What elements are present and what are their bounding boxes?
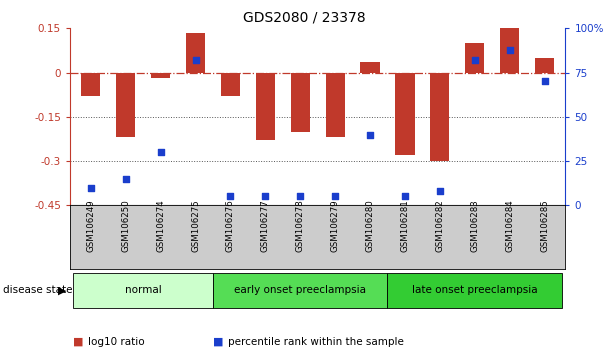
Point	[470, 57, 480, 63]
Text: log10 ratio: log10 ratio	[88, 337, 145, 347]
Text: GDS2080 / 23378: GDS2080 / 23378	[243, 11, 365, 25]
Bar	[387, 273, 562, 308]
Bar	[535, 58, 554, 73]
Bar	[291, 73, 310, 132]
Bar	[395, 73, 415, 155]
Point	[540, 79, 550, 84]
Point	[505, 47, 514, 52]
Bar	[116, 73, 136, 137]
Bar	[325, 73, 345, 137]
Point	[226, 194, 235, 199]
Text: ■: ■	[73, 337, 83, 347]
Point	[191, 57, 201, 63]
Point	[86, 185, 95, 190]
Bar	[186, 33, 205, 73]
Point	[400, 194, 410, 199]
Point	[330, 194, 340, 199]
Text: ■: ■	[213, 337, 223, 347]
Text: early onset preeclampsia: early onset preeclampsia	[234, 285, 366, 295]
Bar	[465, 43, 485, 73]
Bar	[81, 73, 100, 96]
Text: percentile rank within the sample: percentile rank within the sample	[228, 337, 404, 347]
Point	[260, 194, 270, 199]
Bar	[213, 273, 387, 308]
Bar	[151, 73, 170, 79]
Bar	[256, 73, 275, 141]
Bar	[500, 28, 519, 73]
Text: normal: normal	[125, 285, 162, 295]
Point	[365, 132, 375, 137]
Point	[156, 149, 165, 155]
Bar	[430, 73, 449, 161]
Text: ▶: ▶	[58, 285, 67, 295]
Point	[435, 188, 444, 194]
Bar	[361, 62, 379, 73]
Bar	[221, 73, 240, 96]
Text: disease state: disease state	[3, 285, 72, 295]
Text: late onset preeclampsia: late onset preeclampsia	[412, 285, 537, 295]
Bar	[74, 273, 213, 308]
Point	[295, 194, 305, 199]
Point	[121, 176, 131, 182]
